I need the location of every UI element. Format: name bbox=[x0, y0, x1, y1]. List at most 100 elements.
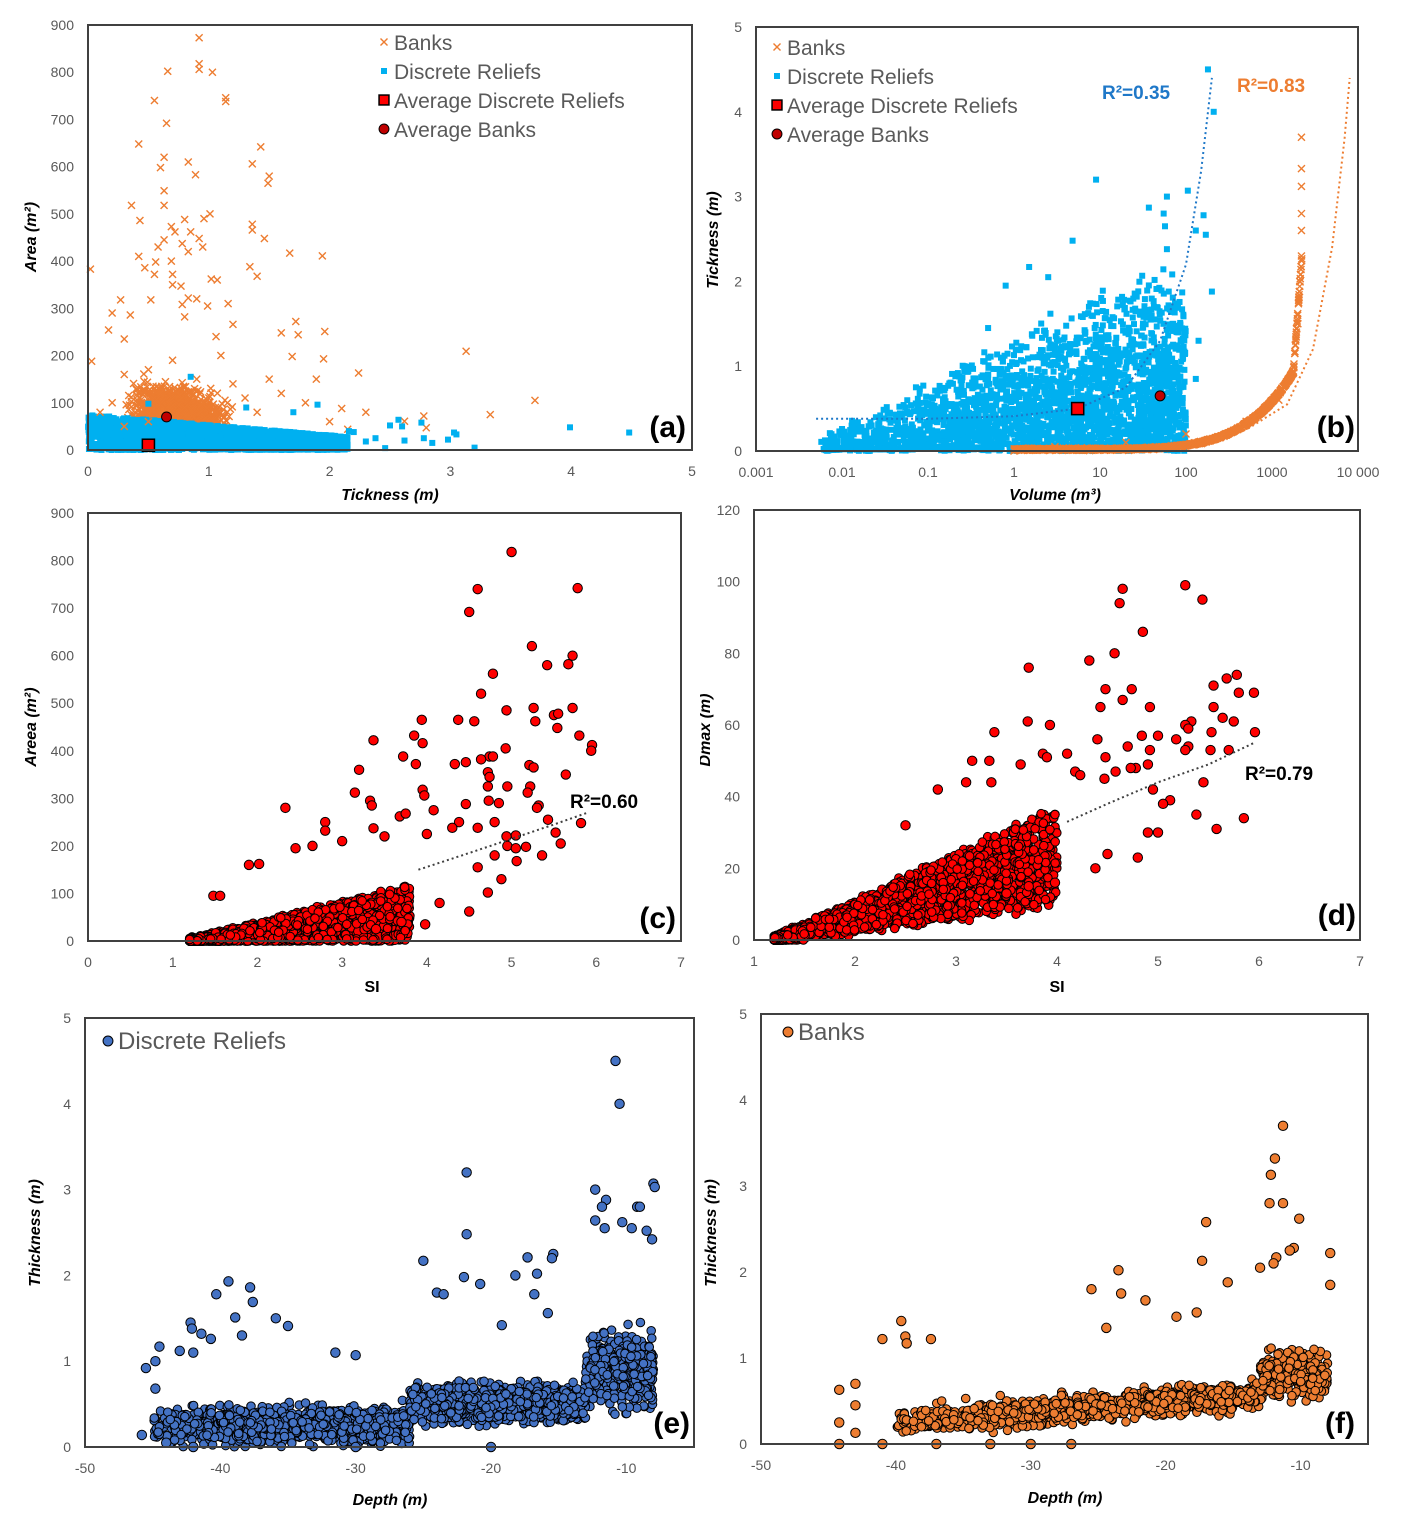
data-point bbox=[135, 424, 142, 431]
data-point bbox=[162, 119, 171, 128]
data-point bbox=[1147, 316, 1154, 323]
data-point bbox=[902, 440, 909, 447]
data-point bbox=[137, 420, 144, 427]
data-point bbox=[444, 436, 451, 443]
data-point bbox=[248, 220, 257, 229]
data-point bbox=[901, 417, 908, 424]
data-point bbox=[1021, 414, 1028, 421]
data-point bbox=[114, 441, 121, 448]
data-point bbox=[134, 441, 141, 448]
data-point bbox=[190, 384, 199, 393]
data-point bbox=[130, 419, 137, 426]
chart-a-ylabel: Area (m²) bbox=[23, 202, 40, 273]
data-point bbox=[200, 415, 209, 424]
data-point bbox=[180, 403, 189, 412]
data-point bbox=[329, 434, 336, 441]
data-point bbox=[1113, 404, 1120, 411]
data-point bbox=[282, 428, 289, 435]
data-point bbox=[171, 386, 180, 395]
data-point bbox=[263, 179, 272, 188]
data-point bbox=[312, 375, 321, 384]
data-point bbox=[243, 427, 250, 434]
data-point bbox=[961, 368, 968, 375]
data-point bbox=[828, 442, 835, 449]
data-point bbox=[1067, 389, 1074, 396]
data-point bbox=[853, 446, 860, 453]
data-point bbox=[89, 424, 96, 431]
data-point bbox=[158, 432, 165, 439]
data-point bbox=[1078, 360, 1085, 367]
data-point bbox=[168, 395, 177, 404]
average-discrete-reliefs-marker bbox=[141, 438, 156, 453]
data-point bbox=[1146, 380, 1153, 387]
data-point bbox=[258, 440, 265, 447]
data-point bbox=[974, 391, 981, 398]
data-point bbox=[132, 431, 139, 438]
data-point bbox=[260, 234, 269, 243]
data-point bbox=[280, 435, 287, 442]
data-point bbox=[136, 402, 145, 411]
data-point bbox=[196, 402, 205, 411]
data-point bbox=[1146, 376, 1153, 383]
data-point bbox=[232, 430, 239, 437]
data-point bbox=[947, 415, 954, 422]
data-point bbox=[234, 444, 241, 451]
data-point bbox=[329, 444, 336, 451]
data-point bbox=[821, 446, 828, 453]
data-point bbox=[210, 442, 217, 449]
data-point bbox=[216, 351, 225, 360]
data-point bbox=[1170, 381, 1177, 388]
data-point bbox=[1004, 366, 1011, 373]
chart-a-panel-label: (a) bbox=[649, 411, 686, 444]
data-point bbox=[150, 96, 159, 105]
data-point bbox=[209, 436, 216, 443]
data-point bbox=[156, 387, 165, 396]
data-point bbox=[221, 97, 230, 106]
data-point bbox=[1180, 427, 1187, 434]
chart-a-xtick: 0 bbox=[84, 463, 92, 479]
data-point bbox=[179, 435, 186, 442]
data-point bbox=[177, 282, 186, 291]
data-point bbox=[1104, 397, 1111, 404]
data-point bbox=[204, 394, 213, 403]
data-point bbox=[110, 433, 117, 440]
chart-a-legend-item: Average Discrete Reliefs bbox=[378, 90, 625, 113]
data-point bbox=[168, 401, 177, 410]
data-point bbox=[183, 410, 192, 419]
data-point bbox=[361, 408, 370, 417]
data-point bbox=[198, 439, 205, 446]
data-point bbox=[204, 431, 211, 438]
data-point bbox=[451, 429, 458, 436]
data-point bbox=[230, 426, 237, 433]
data-point bbox=[876, 419, 883, 426]
data-point bbox=[284, 441, 291, 448]
data-point bbox=[1093, 301, 1100, 308]
data-point bbox=[120, 370, 129, 379]
data-point bbox=[1099, 322, 1106, 329]
data-point bbox=[191, 170, 200, 179]
data-point bbox=[323, 436, 330, 443]
data-point bbox=[1092, 360, 1099, 367]
data-point bbox=[1142, 350, 1149, 357]
data-point bbox=[203, 403, 212, 412]
data-point bbox=[208, 68, 217, 77]
data-point bbox=[996, 371, 1003, 378]
data-point bbox=[959, 420, 966, 427]
data-point bbox=[1042, 405, 1049, 412]
data-point bbox=[262, 434, 269, 441]
data-point bbox=[1117, 433, 1124, 440]
data-point bbox=[1117, 318, 1124, 325]
data-point bbox=[144, 417, 153, 426]
data-point bbox=[134, 417, 141, 424]
data-point bbox=[116, 295, 125, 304]
chart-a-ytick: 500 bbox=[51, 206, 75, 222]
data-point bbox=[184, 247, 193, 256]
data-point bbox=[195, 234, 204, 243]
data-point bbox=[127, 201, 136, 210]
data-point bbox=[149, 426, 156, 433]
data-point bbox=[135, 436, 142, 443]
chart-a-xtick: 1 bbox=[205, 463, 213, 479]
data-point bbox=[1112, 415, 1119, 422]
data-point bbox=[942, 405, 949, 412]
data-point bbox=[1112, 379, 1119, 386]
